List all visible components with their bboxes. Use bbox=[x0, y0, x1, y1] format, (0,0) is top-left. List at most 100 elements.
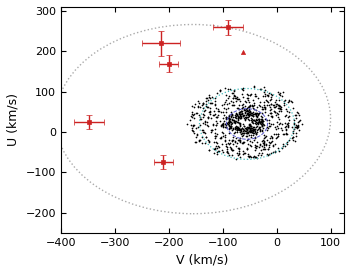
Point bbox=[220, 133, 226, 138]
Point bbox=[200, 112, 206, 117]
Point bbox=[238, 155, 243, 159]
Point bbox=[233, 126, 239, 130]
Point bbox=[252, 127, 258, 131]
Point bbox=[223, 138, 228, 143]
Point bbox=[191, 131, 197, 135]
Point bbox=[234, 130, 240, 134]
Point bbox=[230, 103, 235, 107]
Point bbox=[226, 130, 232, 135]
Point bbox=[200, 127, 206, 132]
Point bbox=[268, 95, 274, 100]
Point bbox=[219, 142, 225, 147]
Point bbox=[243, 126, 249, 130]
Point bbox=[230, 112, 235, 117]
Point bbox=[240, 87, 245, 91]
Point bbox=[253, 117, 259, 121]
Point bbox=[190, 129, 195, 133]
Point bbox=[238, 138, 243, 142]
Point bbox=[251, 127, 256, 131]
Point bbox=[249, 132, 254, 137]
Point bbox=[240, 102, 245, 106]
Y-axis label: U (km/s): U (km/s) bbox=[7, 93, 20, 146]
Point bbox=[240, 94, 246, 99]
Point bbox=[278, 105, 283, 109]
Point bbox=[232, 125, 238, 130]
Point bbox=[220, 123, 226, 127]
Point bbox=[277, 106, 282, 111]
Point bbox=[245, 93, 251, 97]
Point bbox=[255, 120, 261, 124]
Point bbox=[247, 125, 252, 130]
Point bbox=[231, 118, 237, 123]
Point bbox=[281, 132, 286, 136]
Point bbox=[233, 96, 238, 100]
Point bbox=[262, 88, 267, 92]
Point bbox=[293, 112, 299, 117]
Point bbox=[196, 124, 201, 129]
Point bbox=[283, 130, 289, 135]
Point bbox=[236, 121, 241, 125]
Point bbox=[249, 126, 254, 130]
Point bbox=[269, 136, 275, 141]
Point bbox=[238, 127, 244, 132]
Point bbox=[263, 110, 268, 114]
Point bbox=[255, 112, 260, 116]
Point bbox=[230, 126, 236, 131]
Point bbox=[252, 148, 258, 152]
Point bbox=[226, 117, 232, 121]
Point bbox=[267, 141, 272, 145]
Point bbox=[253, 121, 258, 126]
Point bbox=[249, 126, 254, 130]
Point bbox=[236, 138, 242, 142]
Point bbox=[230, 91, 236, 96]
Point bbox=[240, 92, 245, 96]
Point bbox=[212, 112, 218, 116]
Point bbox=[291, 131, 296, 136]
Point bbox=[218, 135, 224, 140]
Point bbox=[224, 150, 230, 154]
Point bbox=[192, 102, 198, 106]
Point bbox=[241, 140, 247, 144]
Point bbox=[247, 127, 252, 131]
Point bbox=[228, 145, 233, 149]
Point bbox=[212, 102, 217, 106]
Point bbox=[257, 129, 263, 133]
Point bbox=[245, 142, 251, 146]
Point bbox=[199, 103, 205, 107]
Point bbox=[243, 115, 249, 120]
Point bbox=[260, 138, 266, 142]
Point bbox=[232, 140, 238, 144]
Point bbox=[267, 136, 273, 140]
Point bbox=[232, 129, 238, 134]
Point bbox=[257, 151, 262, 156]
Point bbox=[220, 121, 226, 126]
Point bbox=[264, 128, 270, 132]
Point bbox=[242, 151, 248, 155]
Point bbox=[248, 124, 253, 128]
Point bbox=[240, 114, 246, 118]
Point bbox=[195, 111, 200, 115]
Point bbox=[255, 112, 260, 117]
Point bbox=[246, 108, 252, 112]
Point bbox=[225, 114, 231, 119]
Point bbox=[246, 129, 252, 133]
Point bbox=[190, 123, 196, 127]
Point bbox=[203, 102, 208, 106]
Point bbox=[184, 121, 190, 126]
Point bbox=[272, 125, 278, 129]
Point bbox=[293, 123, 299, 128]
Point bbox=[237, 140, 242, 144]
Point bbox=[200, 115, 206, 119]
Point bbox=[236, 97, 241, 101]
Point bbox=[221, 112, 227, 117]
Point bbox=[236, 149, 242, 153]
Point bbox=[258, 114, 264, 118]
Point bbox=[238, 122, 243, 126]
Point bbox=[214, 141, 220, 145]
Point bbox=[257, 87, 263, 91]
Point bbox=[241, 123, 246, 128]
Point bbox=[240, 113, 246, 117]
Point bbox=[226, 96, 231, 100]
Point bbox=[219, 122, 225, 126]
Point bbox=[234, 125, 240, 129]
